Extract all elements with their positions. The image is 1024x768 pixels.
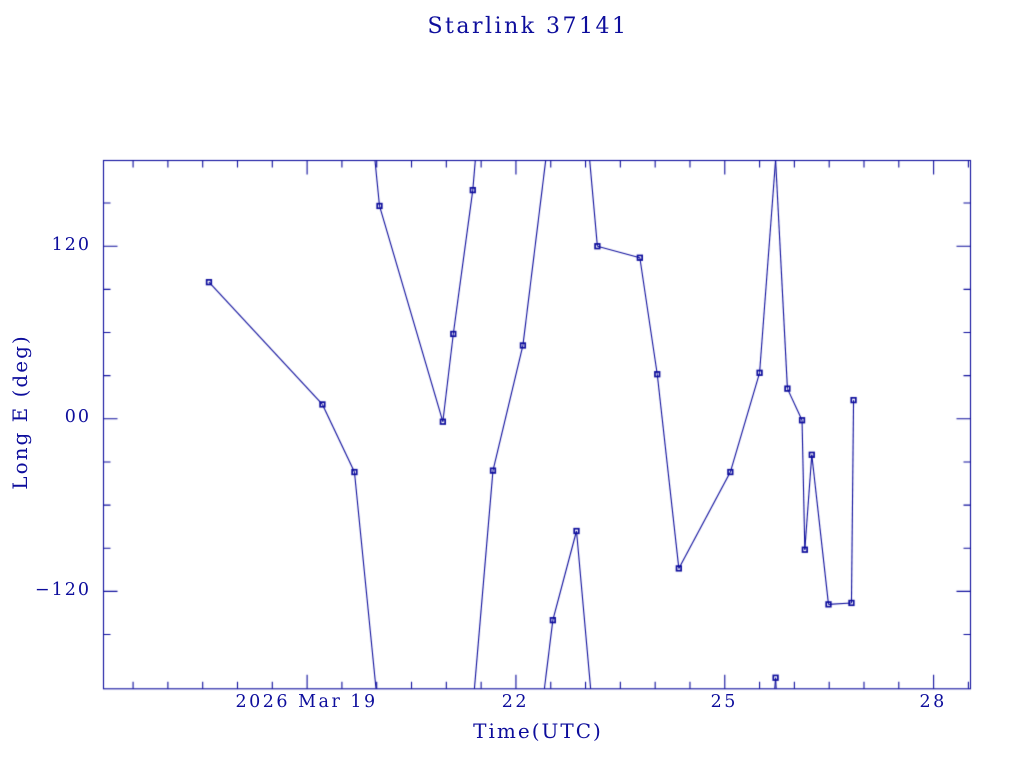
y-axis-title: Long E (deg) (8, 334, 32, 490)
x-tick-label: 28 (919, 692, 947, 712)
x-tick-label: 22 (501, 692, 530, 712)
y-tick-label: 00 (64, 407, 91, 428)
y-tick-label: 120 (51, 234, 91, 255)
x-axis-title: Time(UTC) (473, 719, 603, 743)
x-tick-label: 25 (710, 692, 738, 712)
x-tick-label: 2026 Mar 19 (235, 692, 378, 712)
chart-title: Starlink 37141 (427, 14, 629, 39)
y-tick-label: −120 (34, 579, 91, 600)
